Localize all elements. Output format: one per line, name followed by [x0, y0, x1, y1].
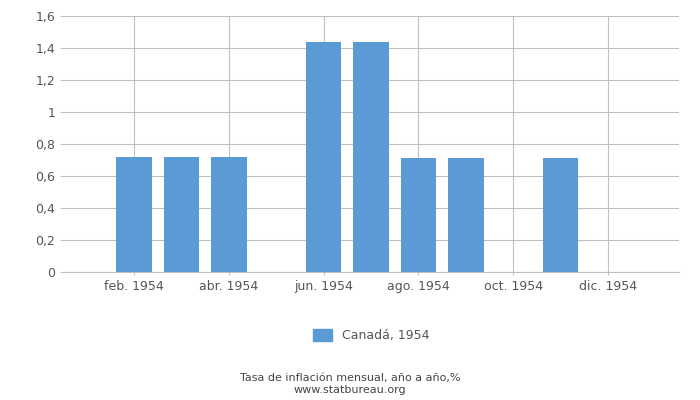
- Legend: Canadá, 1954: Canadá, 1954: [308, 324, 434, 347]
- Bar: [164, 157, 200, 272]
- Text: www.statbureau.org: www.statbureau.org: [294, 385, 406, 395]
- Bar: [400, 158, 436, 272]
- Bar: [354, 42, 388, 272]
- Bar: [211, 157, 246, 272]
- Bar: [116, 157, 152, 272]
- Text: Tasa de inflación mensual, año a año,%: Tasa de inflación mensual, año a año,%: [239, 373, 461, 383]
- Bar: [448, 158, 484, 272]
- Bar: [542, 158, 578, 272]
- Bar: [306, 42, 342, 272]
